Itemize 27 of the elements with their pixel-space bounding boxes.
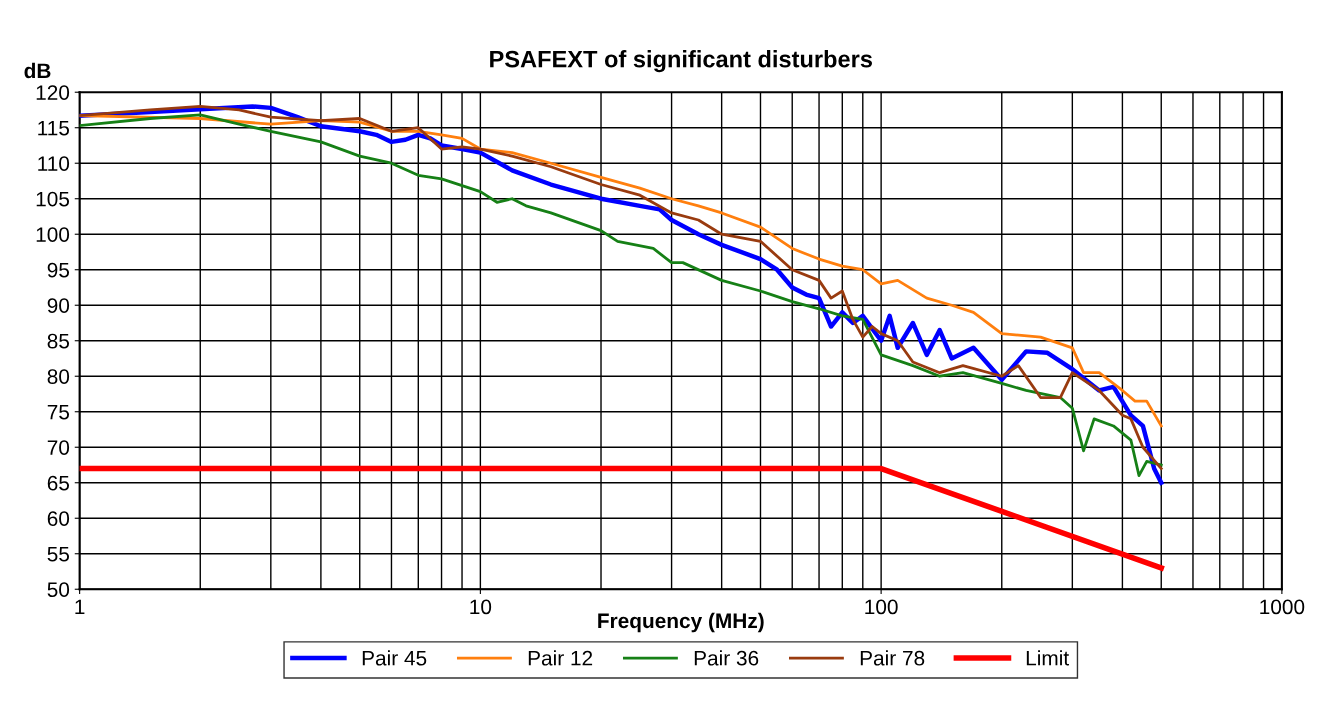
y-tick-label: 70: [47, 440, 70, 455]
x-axis-title: Frequency (MHz): [598, 612, 764, 633]
y-tick-label: 65: [47, 475, 70, 491]
x-tick-label: 1: [75, 599, 85, 615]
legend-label: Pair 78: [860, 650, 925, 666]
legend-label: Pair 12: [528, 650, 593, 666]
y-tick-label: 110: [38, 156, 70, 171]
chart-title: PSAFEXT of significant disturbers: [490, 50, 872, 73]
x-tick-label: 1000: [1260, 599, 1305, 615]
legend-label: Pair 36: [694, 650, 759, 666]
x-tick-label: 10: [470, 599, 492, 615]
legend-label: Limit: [1026, 650, 1069, 666]
y-tick-label: 100: [36, 227, 70, 242]
y-tick-label: 85: [47, 333, 70, 349]
y-tick-label: 115: [38, 120, 70, 136]
y-tick-label: 75: [47, 404, 70, 420]
y-tick-label: 120: [36, 85, 70, 100]
y-tick-label: 95: [47, 262, 70, 278]
y-axis-title: dB: [24, 62, 51, 79]
y-tick-label: 80: [47, 369, 70, 384]
y-tick-label: 60: [47, 511, 70, 526]
y-tick-label: 50: [47, 582, 70, 597]
y-tick-label: 90: [47, 298, 70, 313]
legend-label: Pair 45: [362, 650, 427, 666]
y-tick-label: 105: [36, 191, 70, 207]
x-tick-label: 100: [865, 599, 898, 615]
y-tick-label: 55: [47, 546, 70, 562]
